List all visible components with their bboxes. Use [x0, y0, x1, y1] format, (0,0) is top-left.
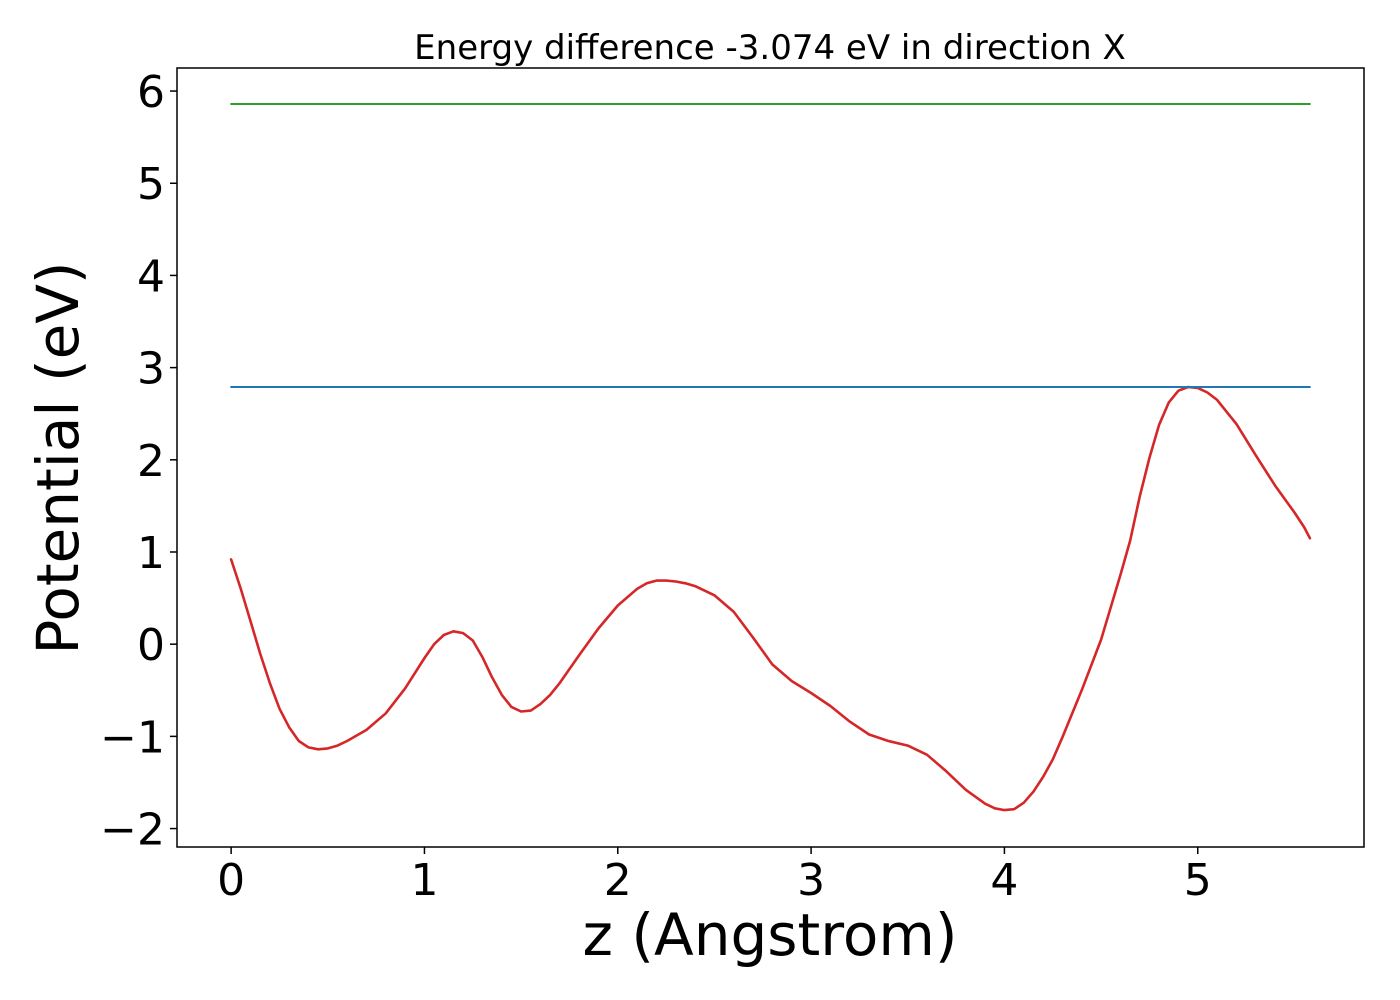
y-tick-label: 6	[137, 67, 165, 118]
chart-title: Energy difference -3.074 eV in direction…	[414, 28, 1126, 68]
y-tick-label: 0	[137, 620, 165, 671]
y-ticks: −2 −1 0 1 2 3 4 5 6	[100, 67, 177, 856]
x-tick-label: 4	[990, 855, 1018, 906]
y-tick-label: 5	[137, 159, 165, 210]
y-tick-label: 4	[137, 251, 165, 302]
series-line-0	[229, 385, 1312, 812]
y-tick-label: 1	[137, 528, 165, 579]
x-axis-label: z (Angstrom)	[583, 901, 958, 969]
x-tick-label: 2	[604, 855, 632, 906]
y-tick-label: −2	[100, 805, 165, 856]
x-tick-label: 5	[1184, 855, 1212, 906]
plot-frame	[176, 67, 1365, 848]
x-tick-label: 3	[797, 855, 825, 906]
y-axis-label: Potential (eV)	[24, 261, 92, 654]
y-tick-label: −1	[100, 712, 165, 763]
x-tick-label: 0	[217, 855, 245, 906]
y-tick-label: 3	[137, 344, 165, 395]
y-tick-label: 2	[137, 436, 165, 487]
x-ticks: 0 1 2 3 4 5	[217, 847, 1212, 906]
x-tick-label: 1	[410, 855, 438, 906]
series-layer	[229, 103, 1312, 812]
